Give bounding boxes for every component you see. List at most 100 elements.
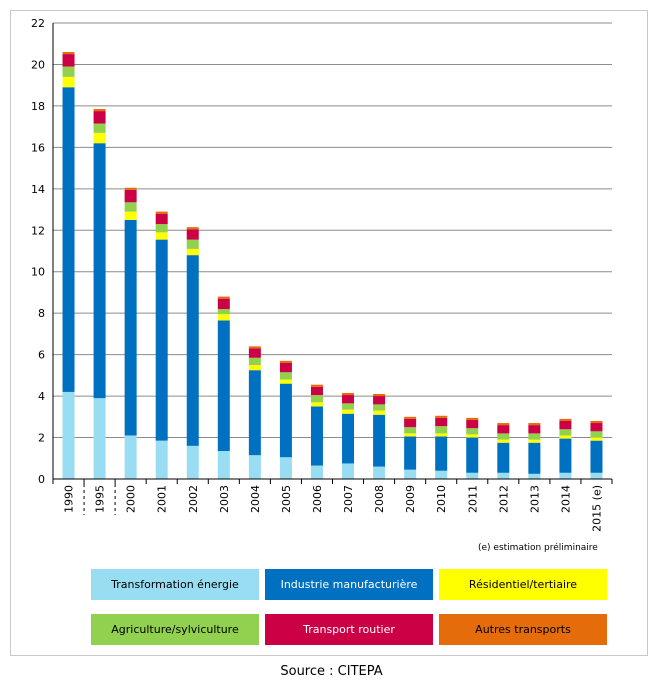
y-tick-label: 14	[31, 183, 45, 196]
bar-segment	[217, 314, 230, 321]
y-tick-label: 16	[31, 141, 45, 154]
x-tick-label: 2015 (e)	[590, 485, 603, 532]
bar-stack	[528, 423, 541, 479]
bar-stack	[93, 109, 106, 479]
bar-segment	[497, 439, 510, 443]
bar-segment	[279, 360, 292, 363]
bar-segment	[93, 143, 106, 399]
bar-segment	[279, 457, 292, 479]
x-tick-label: 2013	[528, 485, 541, 513]
bar-segment	[404, 418, 417, 428]
bar-segment	[248, 346, 261, 349]
bar-segment	[93, 398, 106, 479]
chart-footnote: (e) estimation préliminaire	[478, 543, 598, 553]
bar-segment	[124, 211, 137, 220]
bar-segment	[590, 440, 603, 473]
bar-stack	[124, 187, 137, 479]
legend-item: Autres transports	[439, 614, 607, 645]
bar-segment	[62, 54, 75, 67]
bar-segment	[590, 431, 603, 438]
bar-segment	[373, 404, 386, 411]
bar-segment	[435, 470, 448, 479]
bar-segment	[310, 402, 323, 407]
x-tick-label: 1990	[63, 485, 76, 513]
bar-segment	[435, 417, 448, 427]
bar-segment	[435, 426, 448, 434]
bar-segment	[93, 111, 106, 124]
bar-segment	[124, 187, 137, 190]
bar-segment	[342, 392, 355, 396]
bar-segment	[124, 219, 137, 436]
bar-segment	[559, 418, 572, 421]
bar-segment	[155, 224, 168, 233]
bar-segment	[217, 451, 230, 479]
x-tick-label: 2004	[249, 485, 262, 513]
bar-segment	[186, 445, 199, 479]
bar-segment	[155, 211, 168, 214]
bar-segment	[93, 123, 106, 133]
bar-segment	[404, 433, 417, 437]
source-caption: Source : CITEPA	[280, 664, 383, 679]
bar-segment	[559, 438, 572, 473]
bar-segment	[373, 394, 386, 397]
bar-segment	[466, 419, 479, 429]
bar-segment	[559, 435, 572, 439]
bar-segment	[93, 109, 106, 112]
bar-segment	[466, 428, 479, 435]
grid-lines	[53, 22, 612, 480]
bar-segment	[435, 433, 448, 437]
bar-segment	[186, 229, 199, 240]
y-tick-label: 22	[31, 17, 45, 30]
bar-segment	[528, 439, 541, 443]
x-tick-label: 2001	[156, 485, 169, 513]
legend-item: Transport routier	[265, 614, 433, 645]
bar-segment	[497, 425, 510, 434]
bar-segment	[373, 396, 386, 405]
bar-segment	[186, 248, 199, 256]
bar-segment	[528, 473, 541, 479]
bar-segment	[528, 423, 541, 426]
bar-segment	[279, 372, 292, 380]
bar-stack	[559, 418, 572, 479]
bar-stack	[342, 392, 355, 479]
legend-item: Agriculture/sylviculture	[91, 614, 259, 645]
bar-segment	[497, 423, 510, 426]
x-tick-label: 2002	[187, 485, 200, 513]
y-tick-label: 0	[38, 473, 45, 486]
bar-segment	[186, 239, 199, 249]
bar-segment	[528, 433, 541, 440]
y-tick-label: 10	[31, 266, 45, 279]
bar-segment	[466, 417, 479, 420]
bar-segment	[310, 465, 323, 479]
bar-segment	[466, 434, 479, 438]
bar-stack	[248, 346, 261, 479]
bar-segment	[497, 472, 510, 479]
bar-segment	[217, 298, 230, 310]
bar-stack	[310, 384, 323, 479]
chart-frame	[10, 10, 648, 656]
bar-stack	[155, 211, 168, 479]
bar-stack	[404, 416, 417, 479]
x-tick-label: 2003	[218, 485, 231, 513]
bar-segment	[217, 309, 230, 315]
bar-segment	[124, 202, 137, 212]
x-tick-label: 2006	[311, 485, 324, 513]
bar-segment	[590, 423, 603, 432]
x-tick-label: 2011	[466, 485, 479, 513]
x-tick-label: 2007	[342, 485, 355, 513]
bar-segment	[559, 472, 572, 479]
bar-segment	[559, 420, 572, 430]
legend-item: Résidentiel/tertiaire	[439, 569, 607, 600]
bar-segment	[373, 410, 386, 415]
bar-segment	[466, 437, 479, 473]
x-tick-label: 1995	[94, 485, 107, 513]
y-tick-label: 20	[31, 58, 45, 71]
bar-segment	[310, 406, 323, 466]
bar-segment	[310, 386, 323, 396]
x-tick-label: 2014	[559, 485, 572, 513]
x-tick-label: 2009	[404, 485, 417, 513]
bar-segment	[559, 429, 572, 436]
y-tick-label: 8	[38, 307, 45, 320]
x-tick-label: 2005	[280, 485, 293, 513]
bar-segment	[62, 52, 75, 55]
